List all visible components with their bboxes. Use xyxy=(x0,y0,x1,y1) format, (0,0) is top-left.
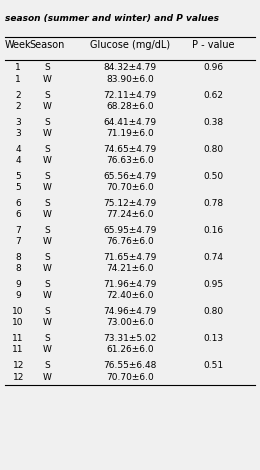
Text: 83.90±6.0: 83.90±6.0 xyxy=(106,75,154,84)
Text: 3: 3 xyxy=(15,129,21,138)
Text: 77.24±6.0: 77.24±6.0 xyxy=(106,210,154,219)
Text: 74.21±6.0: 74.21±6.0 xyxy=(106,264,154,273)
Text: 7: 7 xyxy=(15,226,21,235)
Text: 70.70±6.0: 70.70±6.0 xyxy=(106,373,154,382)
Text: 68.28±6.0: 68.28±6.0 xyxy=(106,102,154,111)
Text: S: S xyxy=(44,91,50,100)
Text: 61.26±6.0: 61.26±6.0 xyxy=(106,345,154,354)
Text: Glucose (mg/dL): Glucose (mg/dL) xyxy=(90,40,170,50)
Text: season (summer and winter) and P values: season (summer and winter) and P values xyxy=(5,14,219,23)
Text: 71.65±4.79: 71.65±4.79 xyxy=(103,253,157,262)
Text: S: S xyxy=(44,118,50,126)
Text: W: W xyxy=(42,291,51,300)
Text: 7: 7 xyxy=(15,237,21,246)
Text: 0.38: 0.38 xyxy=(203,118,223,126)
Text: 6: 6 xyxy=(15,199,21,208)
Text: W: W xyxy=(42,183,51,192)
Text: 6: 6 xyxy=(15,210,21,219)
Text: Week: Week xyxy=(5,40,31,50)
Text: 73.31±5.02: 73.31±5.02 xyxy=(103,334,157,343)
Text: 10: 10 xyxy=(12,307,24,316)
Text: 0.78: 0.78 xyxy=(203,199,223,208)
Text: S: S xyxy=(44,334,50,343)
Text: 76.55±6.48: 76.55±6.48 xyxy=(103,361,157,370)
Text: 0.80: 0.80 xyxy=(203,145,223,154)
Text: W: W xyxy=(42,75,51,84)
Text: 72.40±6.0: 72.40±6.0 xyxy=(106,291,154,300)
Text: 0.50: 0.50 xyxy=(203,172,223,181)
Text: P - value: P - value xyxy=(192,40,235,50)
Text: W: W xyxy=(42,373,51,382)
Text: S: S xyxy=(44,226,50,235)
Text: 64.41±4.79: 64.41±4.79 xyxy=(103,118,157,126)
Text: 0.16: 0.16 xyxy=(203,226,223,235)
Text: 0.95: 0.95 xyxy=(203,280,223,289)
Text: 65.95±4.79: 65.95±4.79 xyxy=(103,226,157,235)
Text: S: S xyxy=(44,172,50,181)
Text: 84.32±4.79: 84.32±4.79 xyxy=(103,63,157,72)
Text: S: S xyxy=(44,280,50,289)
Text: 8: 8 xyxy=(15,253,21,262)
Text: 76.63±6.0: 76.63±6.0 xyxy=(106,156,154,165)
Text: 71.19±6.0: 71.19±6.0 xyxy=(106,129,154,138)
Text: W: W xyxy=(42,156,51,165)
Text: W: W xyxy=(42,345,51,354)
Text: 73.00±6.0: 73.00±6.0 xyxy=(106,318,154,328)
Text: 11: 11 xyxy=(12,345,24,354)
Text: 12: 12 xyxy=(12,361,24,370)
Text: 11: 11 xyxy=(12,334,24,343)
Text: S: S xyxy=(44,361,50,370)
Text: 5: 5 xyxy=(15,183,21,192)
Text: 1: 1 xyxy=(15,63,21,72)
Text: 65.56±4.79: 65.56±4.79 xyxy=(103,172,157,181)
Text: 1: 1 xyxy=(15,75,21,84)
Text: 0.74: 0.74 xyxy=(203,253,223,262)
Text: 9: 9 xyxy=(15,280,21,289)
Text: S: S xyxy=(44,63,50,72)
Text: 4: 4 xyxy=(15,145,21,154)
Text: 9: 9 xyxy=(15,291,21,300)
Text: 0.80: 0.80 xyxy=(203,307,223,316)
Text: W: W xyxy=(42,129,51,138)
Text: W: W xyxy=(42,210,51,219)
Text: S: S xyxy=(44,253,50,262)
Text: 0.51: 0.51 xyxy=(203,361,223,370)
Text: 4: 4 xyxy=(15,156,21,165)
Text: S: S xyxy=(44,307,50,316)
Text: 5: 5 xyxy=(15,172,21,181)
Text: W: W xyxy=(42,264,51,273)
Text: 10: 10 xyxy=(12,318,24,328)
Text: 12: 12 xyxy=(12,373,24,382)
Text: 2: 2 xyxy=(15,91,21,100)
Text: 0.62: 0.62 xyxy=(203,91,223,100)
Text: S: S xyxy=(44,145,50,154)
Text: 75.12±4.79: 75.12±4.79 xyxy=(103,199,157,208)
Text: 72.11±4.79: 72.11±4.79 xyxy=(103,91,157,100)
Text: W: W xyxy=(42,102,51,111)
Text: 70.70±6.0: 70.70±6.0 xyxy=(106,183,154,192)
Text: W: W xyxy=(42,318,51,328)
Text: 71.96±4.79: 71.96±4.79 xyxy=(103,280,157,289)
Text: 2: 2 xyxy=(15,102,21,111)
Text: 3: 3 xyxy=(15,118,21,126)
Text: 76.76±6.0: 76.76±6.0 xyxy=(106,237,154,246)
Text: 74.96±4.79: 74.96±4.79 xyxy=(103,307,157,316)
Text: W: W xyxy=(42,237,51,246)
Text: 74.65±4.79: 74.65±4.79 xyxy=(103,145,157,154)
Text: Season: Season xyxy=(29,40,64,50)
Text: S: S xyxy=(44,199,50,208)
Text: 0.13: 0.13 xyxy=(203,334,223,343)
Text: 0.96: 0.96 xyxy=(203,63,223,72)
Text: 8: 8 xyxy=(15,264,21,273)
